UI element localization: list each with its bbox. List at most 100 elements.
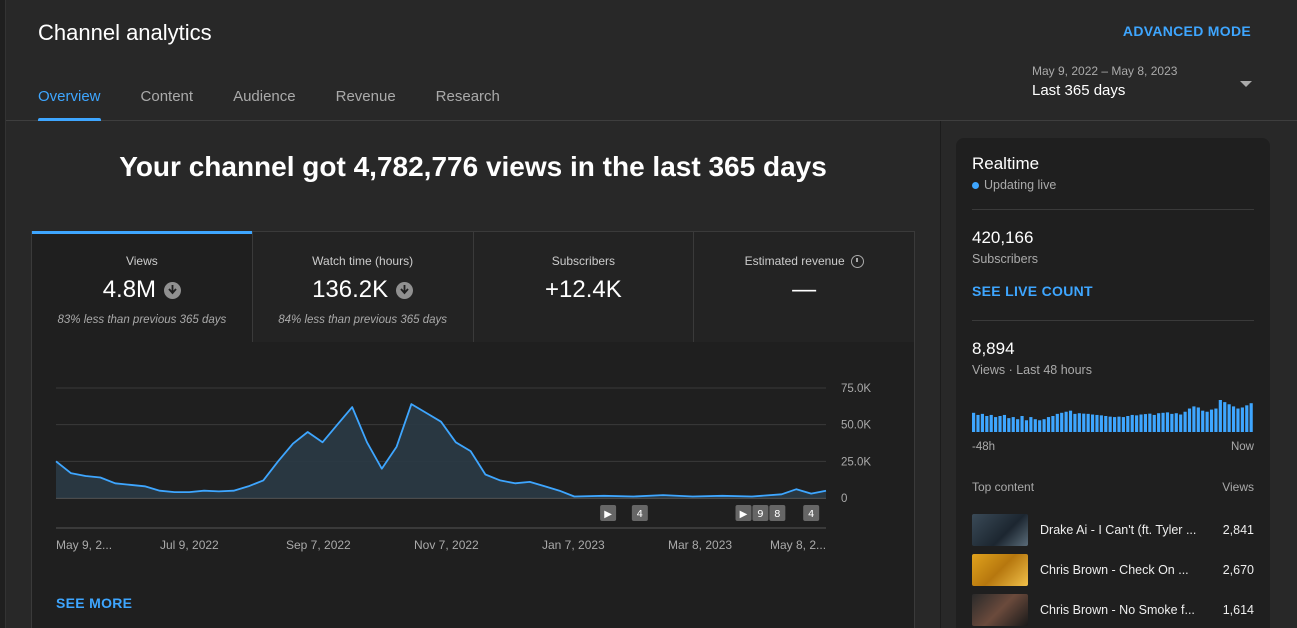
- views-chart[interactable]: 75.0K 50.0K 25.0K 0 ▶ 4 ▶ 9 8 4 May 9, 2... Jul 9, …: [32, 342, 914, 602]
- date-range-picker[interactable]: May 9, 2022 – May 8, 2023 Last 365 days: [1032, 64, 1252, 99]
- realtime-bar: [1121, 417, 1125, 432]
- realtime-bar: [1038, 420, 1042, 432]
- realtime-bar: [1231, 406, 1236, 432]
- metric-value: 4.8M: [102, 276, 157, 303]
- realtime-bar: [1104, 416, 1108, 432]
- realtime-bar: [1130, 414, 1134, 432]
- event-marker: [752, 505, 769, 521]
- realtime-bar: [1214, 408, 1218, 432]
- realtime-bar: [1209, 409, 1214, 432]
- realtime-bar: [1245, 405, 1249, 432]
- top-content-title: Top content: [972, 480, 1035, 494]
- metric-value: +12.4K: [545, 276, 622, 303]
- top-content-views-header: Views: [1222, 480, 1254, 494]
- tab-content[interactable]: Content: [140, 88, 194, 105]
- realtime-bar: [976, 414, 980, 432]
- page-header: Channel analytics ADVANCED MODE Overview…: [6, 0, 1297, 121]
- realtime-bar: [998, 416, 1002, 432]
- tab-audience[interactable]: Audience: [233, 88, 296, 105]
- realtime-bar: [1236, 408, 1240, 432]
- realtime-bar: [1223, 402, 1227, 432]
- realtime-bar: [1055, 413, 1059, 432]
- tab-revenue[interactable]: Revenue: [335, 88, 396, 105]
- see-more-button[interactable]: SEE MORE: [56, 595, 133, 611]
- realtime-bar: [1068, 410, 1073, 432]
- realtime-bar: [989, 414, 993, 432]
- realtime-bar: [1060, 412, 1064, 432]
- arrow-down-icon: [164, 281, 182, 299]
- divider: [972, 209, 1254, 210]
- top-content-item[interactable]: Drake Ai - I Can't (ft. Tyler ... 2,841: [972, 514, 1254, 546]
- realtime-bar: [1073, 413, 1077, 432]
- realtime-bar: [1161, 412, 1165, 432]
- realtime-bar: [1024, 420, 1029, 432]
- subscriber-label: Subscribers: [972, 252, 1038, 266]
- metric-subscribers[interactable]: Subscribers +12.4K: [473, 232, 695, 342]
- metric-label: Subscribers: [551, 254, 616, 268]
- event-marker: [803, 505, 820, 521]
- realtime-bar: [1033, 419, 1037, 432]
- mini-chart-start-label: -48h: [972, 441, 996, 453]
- video-title: Chris Brown - No Smoke f...: [1040, 603, 1195, 617]
- date-range-text: May 9, 2022 – May 8, 2023: [1032, 64, 1178, 78]
- event-marker-label: 4: [637, 509, 643, 520]
- realtime-bar: [1046, 417, 1051, 432]
- realtime-bar: [1011, 417, 1015, 432]
- metric-value-row: 4.8M: [32, 276, 252, 304]
- y-tick-label: 75.0K: [841, 383, 871, 395]
- realtime-bar: [980, 413, 984, 432]
- metric-label: Estimated revenue: [744, 254, 845, 268]
- y-tick-label: 50.0K: [841, 420, 871, 432]
- realtime-bar: [1108, 416, 1112, 432]
- x-tick-label: Jan 7, 2023: [542, 538, 605, 552]
- area-fill: [56, 404, 826, 498]
- metric-label: Views: [125, 254, 158, 268]
- metric-label: Watch time (hours): [312, 254, 414, 268]
- realtime-bar: [972, 412, 976, 432]
- top-content-item[interactable]: Chris Brown - Check On ... 2,670: [972, 554, 1254, 586]
- realtime-bar: [1196, 407, 1200, 432]
- mini-chart-end-label: Now: [1230, 441, 1254, 453]
- video-views: 1,614: [1222, 603, 1254, 617]
- video-thumbnail: [972, 594, 1028, 626]
- realtime-bar: [985, 416, 989, 432]
- live-status-text: Updating live: [984, 178, 1057, 192]
- divider: [972, 320, 1254, 321]
- overview-main: Your channel got 4,782,776 views in the …: [6, 121, 940, 628]
- metric-estimated-revenue[interactable]: Estimated revenue —: [694, 232, 914, 342]
- video-views: 2,841: [1222, 523, 1254, 537]
- metric-views[interactable]: Views 4.8M 83% less than previous 365 da…: [32, 231, 253, 342]
- realtime-views-chart[interactable]: [972, 396, 1254, 432]
- realtime-bar: [1042, 419, 1046, 432]
- realtime-bar: [1007, 418, 1011, 432]
- top-content-item[interactable]: Chris Brown - No Smoke f... 1,614: [972, 594, 1254, 626]
- series-line: [55, 403, 827, 498]
- top-content-header: Top content Views: [972, 480, 1254, 494]
- video-title: Chris Brown - Check On ...: [1040, 563, 1189, 577]
- realtime-bar: [1192, 406, 1196, 432]
- y-tick-label: 0: [841, 493, 847, 505]
- advanced-mode-button[interactable]: ADVANCED MODE: [1122, 23, 1251, 39]
- event-marker-label: ▶: [604, 509, 612, 520]
- tab-research[interactable]: Research: [435, 88, 500, 105]
- realtime-bar: [1218, 400, 1222, 432]
- metric-value: 136.2K: [312, 276, 389, 303]
- live-dot-icon: [972, 181, 979, 189]
- metric-tabs: Views 4.8M 83% less than previous 365 da…: [32, 231, 914, 342]
- realtime-title: Realtime: [972, 154, 1040, 173]
- realtime-bar: [1227, 404, 1231, 432]
- video-thumbnail: [972, 554, 1028, 586]
- metric-comparison: 83% less than previous 365 days: [57, 314, 227, 326]
- panel-divider: [940, 121, 941, 628]
- tab-overview[interactable]: Overview: [38, 88, 101, 121]
- realtime-bar: [1095, 414, 1099, 432]
- left-rail: [0, 0, 6, 628]
- metric-value-row: 136.2K: [253, 276, 473, 304]
- metric-watch-time[interactable]: Watch time (hours) 136.2K 84% less than …: [252, 232, 474, 342]
- realtime-bar: [1020, 416, 1024, 432]
- realtime-bar: [1170, 413, 1174, 432]
- x-tick-label: Mar 8, 2023: [668, 538, 732, 552]
- realtime-bar: [1139, 414, 1143, 432]
- realtime-bar: [1090, 414, 1095, 432]
- see-live-count-button[interactable]: SEE LIVE COUNT: [972, 283, 1093, 299]
